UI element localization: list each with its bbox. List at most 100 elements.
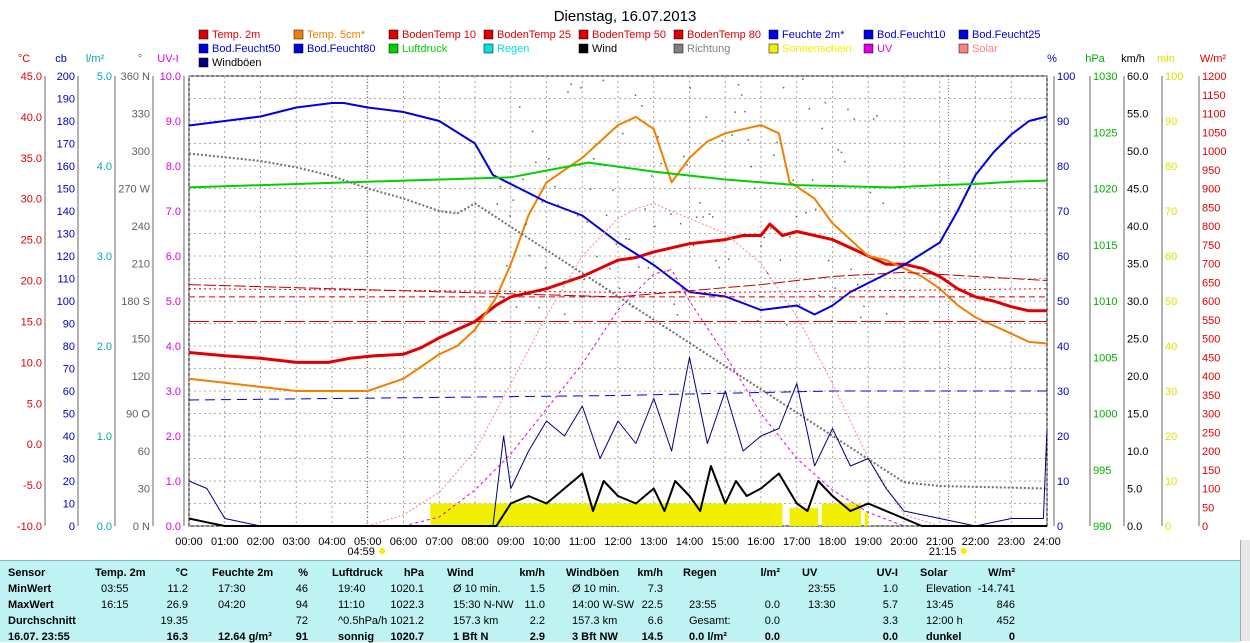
rain-tick-label: 2.0 [97, 341, 112, 353]
hum-tick-label: 40 [1057, 341, 1069, 353]
series-solar [367, 203, 940, 527]
direction-dot [805, 211, 807, 214]
direction-dot [657, 136, 659, 138]
legend-swatch [863, 43, 874, 54]
press-tick-label: 1025 [1093, 127, 1117, 139]
stats-cell-note: 12.64 g/m³ [218, 631, 272, 643]
direction-dot [776, 141, 778, 144]
direction-dot [760, 245, 762, 247]
wind-tick-label: 0.0 [1127, 521, 1142, 533]
cb-tick-label: 110 [57, 274, 75, 286]
cb-tick-label: 80 [63, 341, 75, 353]
stats-cell-note: 3 Bft NW [572, 631, 618, 643]
stats-header: Luftdruck [332, 567, 383, 579]
direction-dot [538, 306, 540, 309]
direction-dot [615, 243, 617, 245]
direction-dot [863, 305, 865, 308]
stats-cell-value: 22.5 [641, 599, 663, 611]
cb-tick-label: 170 [57, 139, 75, 151]
x-tick-label: 07:00 [425, 536, 453, 548]
direction-dot [779, 259, 782, 261]
temp-tick-label: 40.0 [21, 112, 42, 124]
solar-tick-label: 850 [1202, 202, 1220, 214]
direction-dot [544, 267, 547, 269]
stats-header: Solar [920, 567, 948, 579]
hum-axis-unit: % [1047, 53, 1057, 65]
direction-dot [721, 140, 724, 142]
direction-dot [795, 215, 798, 218]
stats-header: UV [802, 567, 818, 579]
stats-header-unit: km/h [637, 567, 663, 579]
legend-item: Bod.Feucht25 [972, 29, 1041, 41]
uv-tick-label: 10.0 [160, 71, 181, 83]
direction-dot [792, 179, 794, 182]
sun-axis-unit: min [1157, 53, 1175, 65]
uv-tick-label: 1.0 [166, 476, 181, 488]
sun-tick-label: 80 [1165, 161, 1177, 173]
stats-cell-note: Elevation [926, 583, 972, 595]
press-tick-label: 1005 [1093, 352, 1117, 364]
direction-dot [737, 83, 740, 86]
stats-cell-value: 1022.3 [390, 599, 424, 611]
x-tick-label: 21:00 [926, 536, 954, 548]
wind-tick-label: 5.0 [1127, 484, 1142, 496]
direction-dot [840, 151, 843, 154]
stats-cell-note: 11:10 [338, 599, 365, 611]
x-tick-label: 06:00 [390, 536, 418, 548]
press-tick-label: 1010 [1093, 296, 1117, 308]
stats-cell-value: 26.9 [166, 599, 188, 611]
direction-dot [673, 303, 675, 305]
sunshine-bar [789, 508, 819, 526]
cb-tick-label: 30 [63, 454, 75, 466]
series-temp-5cm- [188, 115, 1048, 392]
sunset-label: 21:15 [929, 546, 957, 558]
legend-item: Richtung [687, 43, 730, 55]
direction-dot [843, 160, 846, 163]
cb-tick-label: 50 [63, 409, 75, 421]
direction-dot [512, 199, 515, 201]
direction-dot [612, 189, 614, 191]
direction-dot [621, 132, 624, 135]
direction-dot [660, 162, 663, 165]
stats-cell-value: 1020.7 [390, 631, 424, 643]
direction-dot [506, 265, 508, 267]
legend-item: Feuchte 2m* [782, 29, 845, 41]
stats-cell-note: 157.3 km [453, 615, 499, 627]
legend-item: Temp. 2m [212, 29, 260, 41]
direction-dot [586, 221, 589, 223]
direction-dot [856, 283, 859, 286]
direction-dot [670, 213, 672, 215]
direction-dot [757, 319, 759, 322]
direction-dot [557, 204, 560, 206]
solar-tick-label: 500 [1202, 334, 1220, 346]
press-tick-label: 1000 [1093, 409, 1117, 421]
dir-tick-label: 270 W [118, 184, 150, 196]
wind-tick-label: 15.0 [1127, 409, 1148, 421]
solar-tick-label: 250 [1202, 427, 1220, 439]
series-temp-2m [188, 222, 1047, 364]
legend-item: Regen [497, 43, 529, 55]
stats-cell-note: 1 Bft N [453, 631, 489, 643]
sun-tick-label: 90 [1165, 116, 1177, 128]
legend-item: Wind [592, 43, 617, 55]
sun-tick-label: 40 [1165, 341, 1177, 353]
series-luftdruck [188, 161, 1048, 189]
legend-swatch [768, 43, 779, 54]
press-tick-label: 1015 [1093, 240, 1117, 252]
press-tick-label: 1030 [1093, 71, 1117, 83]
stats-cell-value: 0 [1008, 631, 1015, 643]
legend-swatch [293, 43, 304, 54]
x-tick-label: 02:00 [247, 536, 275, 548]
vertical-scrollbar[interactable] [1240, 540, 1250, 641]
direction-dot [567, 91, 569, 93]
direction-dot [570, 83, 572, 86]
stats-header-unit: km/h [519, 567, 545, 579]
direction-dot [644, 208, 646, 210]
direction-dot [782, 86, 785, 89]
direction-dot [837, 149, 840, 151]
direction-dot [702, 216, 704, 218]
direction-dot [872, 118, 875, 120]
direction-dot [821, 127, 823, 130]
legend-swatch [198, 43, 209, 54]
direction-dot [876, 115, 878, 117]
